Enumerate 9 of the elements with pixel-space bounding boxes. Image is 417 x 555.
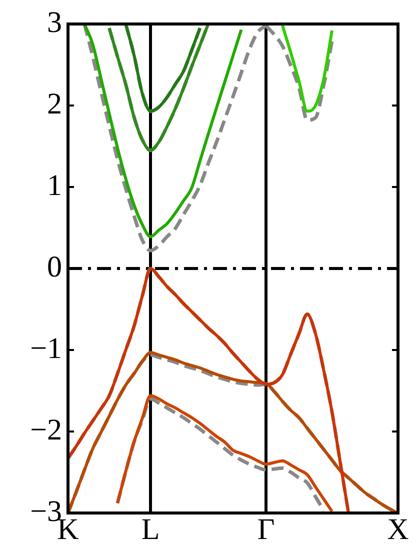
- x-tick-label: X: [387, 512, 410, 546]
- x-tick-label: Γ: [257, 512, 275, 546]
- y-tick-label: 2: [47, 87, 62, 120]
- y-tick-label: 0: [47, 250, 62, 284]
- y-tick-label: 1: [47, 168, 62, 202]
- x-tick-label: L: [141, 512, 160, 546]
- y-tick-label: −1: [30, 332, 62, 365]
- y-tick-label: 3: [47, 6, 62, 39]
- y-tick-label: −2: [30, 413, 62, 446]
